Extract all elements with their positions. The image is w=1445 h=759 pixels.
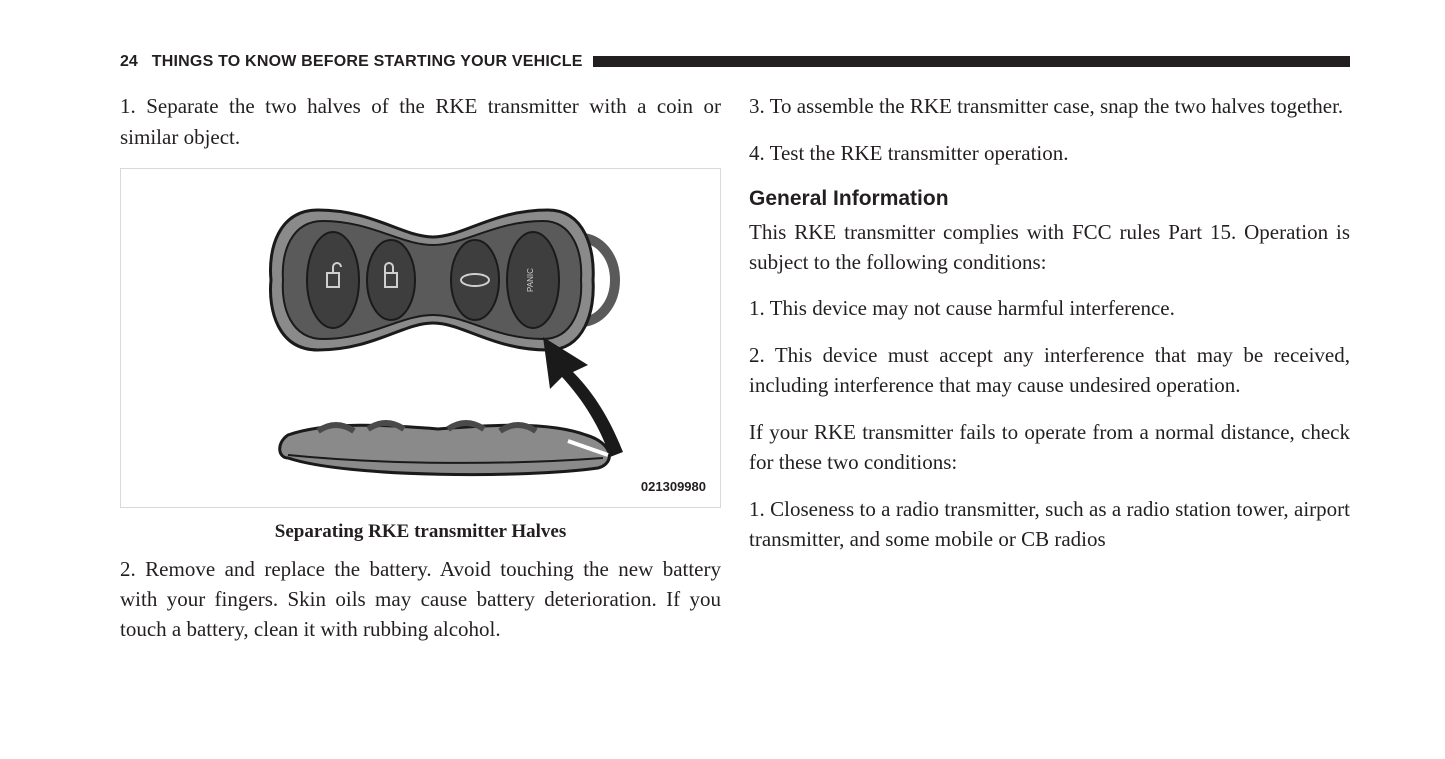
fail-intro-text: If your RKE transmitter fails to operate… (749, 417, 1350, 478)
section-title: THINGS TO KNOW BEFORE STARTING YOUR VEHI… (152, 50, 583, 73)
general-information-heading: General Information (749, 184, 1350, 214)
fcc-condition-1: 1. This device may not cause harmful int… (749, 293, 1350, 323)
step-2-text: 2. Remove and replace the battery. Avoid… (120, 554, 721, 645)
page-header: 24 THINGS TO KNOW BEFORE STARTING YOUR V… (120, 50, 1350, 73)
figure-caption: Separating RKE transmitter Halves (120, 518, 721, 546)
rke-figure: PANIC (120, 168, 721, 508)
page-number: 24 (120, 50, 138, 73)
header-rule (593, 56, 1350, 67)
right-column: 3. To assemble the RKE transmitter case,… (749, 91, 1350, 661)
two-column-layout: 1. Separate the two halves of the RKE tr… (120, 91, 1350, 661)
left-column: 1. Separate the two halves of the RKE tr… (120, 91, 721, 661)
figure-code: 021309980 (641, 478, 706, 497)
step-4-text: 4. Test the RKE transmitter operation. (749, 138, 1350, 168)
fcc-intro-text: This RKE transmitter complies with FCC r… (749, 217, 1350, 278)
fob-illustration: PANIC (133, 187, 708, 489)
svg-text:PANIC: PANIC (526, 268, 535, 292)
fcc-condition-2: 2. This device must accept any interfere… (749, 340, 1350, 401)
step-1-text: 1. Separate the two halves of the RKE tr… (120, 91, 721, 152)
fail-condition-1: 1. Closeness to a radio transmitter, suc… (749, 494, 1350, 555)
step-3-text: 3. To assemble the RKE transmitter case,… (749, 91, 1350, 121)
separate-arrow-icon (528, 317, 668, 467)
